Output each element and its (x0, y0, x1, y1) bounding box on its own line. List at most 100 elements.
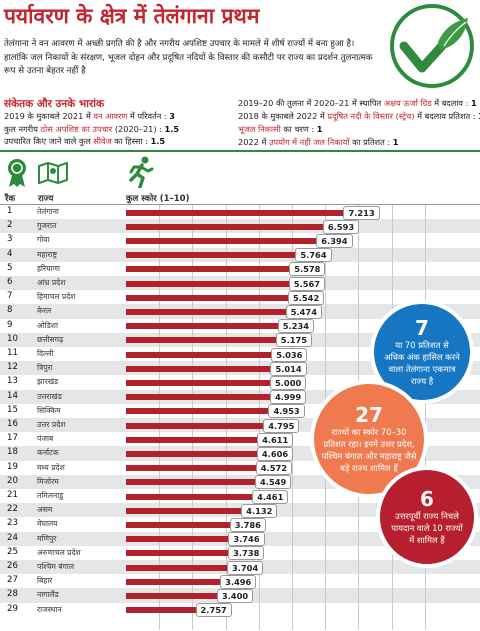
score-value-label: 4.953 (268, 404, 305, 419)
score-bar (126, 365, 293, 372)
score-value-label: 5.578 (289, 262, 326, 277)
rank-label: 18 (7, 447, 18, 458)
grid-line (225, 205, 227, 630)
score-bar (126, 237, 339, 244)
state-label: कर्नाटक (37, 448, 59, 458)
score-value-label: 5.175 (275, 333, 313, 348)
rank-label: 8 (7, 305, 13, 316)
rank-label: 1 (7, 206, 13, 216)
rank-label: 4 (7, 248, 13, 259)
intro-paragraph: तेलंगाना ने वन आवरण में अच्छी प्रगति की … (4, 39, 373, 76)
score-bar (126, 536, 251, 543)
state-label: ओडिशा (37, 320, 58, 330)
score-bar (126, 252, 318, 259)
state-column-header: राज्य (38, 194, 54, 204)
score-bar (126, 209, 366, 216)
score-bar (126, 450, 279, 457)
rank-label: 20 (7, 475, 18, 486)
indicator-weight: 1.5 (150, 136, 166, 146)
indicator-weight: 3 (169, 111, 175, 121)
score-value-label: 5.036 (271, 347, 308, 362)
running-person-icon (129, 156, 154, 188)
rank-label: 2 (7, 220, 13, 231)
page-title: पर्यावरण के क्षेत्र में तेलंगाना प्रथम (4, 4, 260, 28)
rank-label: 29 (7, 603, 18, 614)
state-label: हरियाणा (37, 263, 60, 273)
state-label: गुजरात (37, 221, 57, 231)
rank-label: 12 (7, 362, 18, 373)
score-value-label: 4.549 (255, 475, 292, 490)
rank-label: 16 (7, 419, 18, 429)
score-value-label: 4.461 (252, 489, 289, 504)
state-label: दिल्ली (37, 349, 54, 358)
score-bar (126, 521, 252, 528)
score-value-label: 5.014 (270, 361, 307, 376)
callout-number: 7 (415, 316, 429, 340)
rank-label: 11 (7, 348, 18, 358)
rank-label: 13 (7, 376, 18, 387)
score-bar (126, 479, 278, 486)
indicator-text: में बदलाव : (431, 98, 471, 108)
indicator-item: 2019 के मुकाबले 2021 में वन आवरण में परि… (4, 111, 175, 122)
state-label: तमिलनाडु (37, 491, 64, 500)
indicator-highlight: सीवेज (93, 136, 112, 146)
check-mark-leaf-icon (390, 4, 474, 88)
score-bar (126, 507, 264, 514)
score-value-label: 3.400 (216, 588, 254, 603)
state-label: अरुणाचल प्रदेश (37, 547, 81, 557)
score-bar (126, 550, 251, 557)
grid-line (192, 205, 194, 630)
rank-label: 19 (7, 461, 18, 472)
score-bar (126, 607, 218, 614)
score-bar (126, 592, 239, 599)
rank-label: 27 (7, 575, 18, 586)
score-value-label: 4.606 (256, 446, 294, 461)
callout-text: या 70 प्रतिशत से अधिक अंक हासिल करने वाल… (384, 340, 460, 386)
score-bar (126, 436, 280, 443)
state-label: तेलंगाना (37, 207, 59, 216)
callout-text: उत्तरपूर्वी राज्य निचले पायदान वाले 10 र… (391, 511, 463, 545)
score-value-label: 6.593 (322, 219, 360, 234)
indicator-highlight: अक्षय ऊर्जा ग्रिड (383, 98, 432, 108)
indicator-text: में बदलाव प्रतिशत : (414, 111, 479, 121)
state-label: मेघालय (37, 519, 58, 529)
indicator-highlight: भूजल निकासी (238, 124, 281, 134)
score-value-label: 4.611 (257, 432, 294, 447)
rank-column-header: रैंक (5, 194, 16, 204)
score-bar (126, 465, 278, 472)
rank-label: 24 (7, 532, 18, 543)
score-bar (126, 493, 275, 500)
state-label: छत्तीसगढ़ (37, 334, 64, 344)
state-label: गोवा (37, 235, 50, 245)
callout-text: राज्यों का स्कोर 70–30 प्रतिशत रहा। इनमे… (321, 427, 417, 473)
score-value-label: 5.234 (277, 319, 315, 334)
indicator-item: 2018 के मुकाबले 2022 में प्रदूषित नदी के… (238, 111, 480, 122)
state-label: मणिपुर (37, 533, 57, 543)
rank-label: 14 (7, 390, 18, 401)
indicators-heading: संकेतक और उनके भारांक (4, 98, 105, 110)
state-label: मध्य प्रदेश (37, 462, 65, 472)
indicator-item: 2019–20 की तुलना में 2020–21 में स्थापित… (238, 98, 477, 109)
state-label: हिमाचल प्रदेश (37, 292, 76, 302)
score-bar (126, 564, 249, 571)
indicator-item: भूजल निकासी का चरण : 1 (238, 124, 322, 135)
rank-label: 9 (7, 319, 13, 330)
state-label: आंध्र प्रदेश (37, 278, 66, 287)
score-bar (126, 408, 291, 415)
grid-line (258, 205, 260, 630)
score-bar (126, 294, 310, 301)
callout-number: 6 (420, 487, 434, 511)
indicator-text: कुल नगरीय (4, 123, 41, 134)
state-label: बिहार (37, 576, 53, 586)
score-value-label: 3.496 (220, 574, 257, 589)
indicator-highlight: वन आवरण (93, 111, 128, 121)
indicator-weight: 1 (478, 111, 480, 121)
score-value-label: 3.704 (226, 560, 264, 575)
score-bar (126, 280, 311, 287)
indicator-item: उपचारित किए जाने वाले कुल सीवेज का हिस्स… (4, 136, 165, 147)
indicator-weight: 1.5 (164, 123, 180, 134)
indicator-item: 2022 में उपयोग में नहीं जल निकायों का प्… (238, 137, 398, 148)
score-value-label: 2.757 (195, 603, 232, 618)
score-bar (126, 337, 298, 344)
score-bar (126, 578, 243, 585)
